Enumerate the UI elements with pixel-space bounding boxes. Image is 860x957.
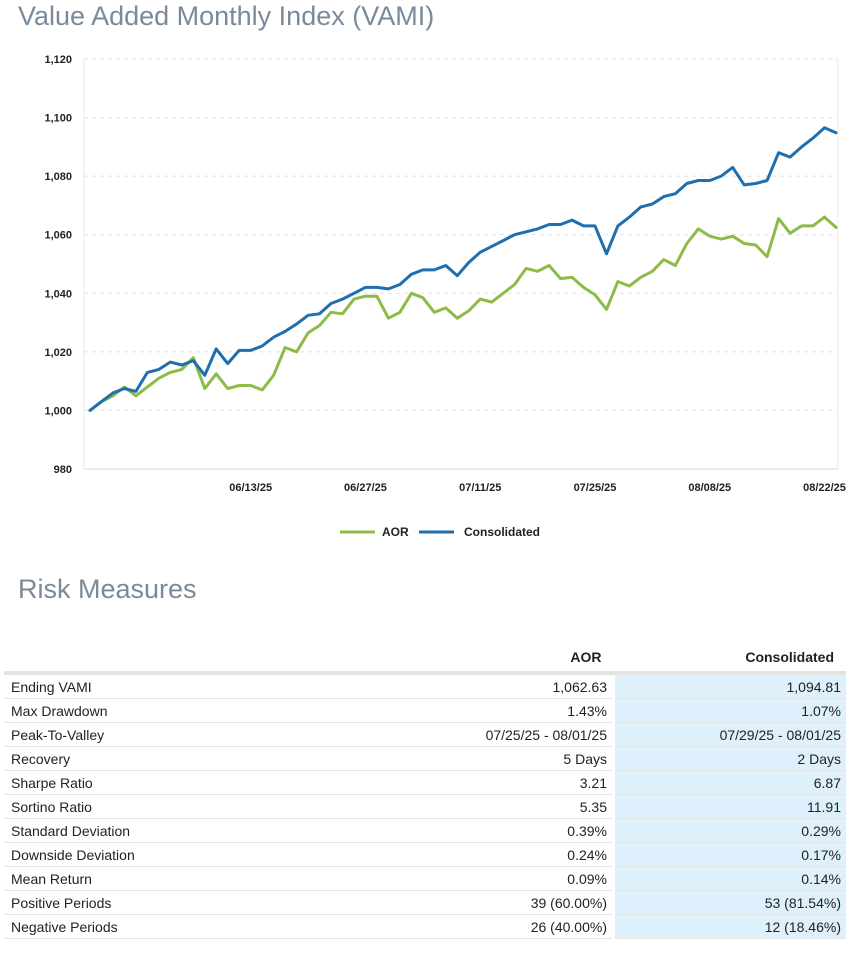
series-line-aor	[88, 215, 838, 412]
consolidated-value: 07/29/25 - 08/01/25	[612, 722, 846, 747]
consolidated-value: 12 (18.46%)	[612, 914, 846, 939]
table-row: Max Drawdown 1.43% 1.07%	[4, 698, 846, 723]
table-row: Negative Periods 26 (40.00%) 12 (18.46%)	[4, 914, 846, 939]
consolidated-value: 0.29%	[612, 818, 846, 843]
header-blank	[4, 643, 376, 673]
header-aor: AOR	[570, 649, 602, 665]
legend-label-aor: AOR	[382, 525, 409, 539]
table-row: Recovery 5 Days 2 Days	[4, 746, 846, 771]
metric-label: Max Drawdown	[4, 698, 376, 723]
y-tick-label: 1,080	[44, 171, 72, 183]
table-row: Positive Periods 39 (60.00%) 53 (81.54%)	[4, 890, 846, 915]
table-row: Peak-To-Valley 07/25/25 - 08/01/25 07/29/2…	[4, 722, 846, 747]
aor-value: 5.35	[375, 794, 614, 819]
aor-value: 39 (60.00%)	[375, 890, 614, 915]
consolidated-value: 11.91	[612, 794, 846, 819]
aor-value: 1,062.63	[375, 673, 614, 699]
metric-label: Sharpe Ratio	[4, 770, 376, 795]
y-tick-label: 1,100	[44, 113, 72, 125]
aor-value: 3.21	[375, 770, 614, 795]
y-tick-label: 1,000	[44, 405, 72, 417]
risk-table-header: AOR Consolidated	[4, 643, 846, 673]
metric-label: Sortino Ratio	[4, 794, 376, 819]
table-row: Downside Deviation 0.24% 0.17%	[4, 842, 846, 867]
x-tick-label: 08/08/25	[688, 482, 731, 494]
metric-label: Positive Periods	[4, 890, 376, 915]
vami-title: Value Added Monthly Index (VAMI)	[18, 1, 435, 31]
table-row: Sharpe Ratio 3.21 6.87	[4, 770, 846, 795]
aor-value: 0.24%	[375, 842, 614, 867]
consolidated-value: 6.87	[612, 770, 846, 795]
risk-measures-title: Risk Measures	[18, 574, 197, 604]
aor-value: 0.39%	[375, 818, 614, 843]
risk-measures-table: AOR Consolidated Ending VAMI 1,062.63 1,09…	[4, 643, 846, 939]
metric-label: Standard Deviation	[4, 818, 376, 843]
aor-value: 1.43%	[375, 698, 614, 723]
x-tick-label: 06/13/25	[229, 482, 272, 494]
aor-value: 5 Days	[375, 746, 614, 771]
table-row: Standard Deviation 0.39% 0.29%	[4, 818, 846, 843]
vami-chart: 1,120 1,100 1,080 1,060 1,040 1,020 1,000 980 06…	[44, 54, 846, 539]
consolidated-value: 0.17%	[612, 842, 846, 867]
aor-value: 0.09%	[375, 866, 614, 891]
table-row: Mean Return 0.09% 0.14%	[4, 866, 846, 891]
aor-value: 26 (40.00%)	[375, 914, 614, 939]
aor-value: 07/25/25 - 08/01/25	[375, 722, 614, 747]
table-row: Sortino Ratio 5.35 11.91	[4, 794, 846, 819]
metric-label: Recovery	[4, 746, 376, 771]
table-row: Ending VAMI 1,062.63 1,094.81	[4, 673, 846, 699]
consolidated-value: 1,094.81	[612, 673, 846, 699]
metric-label: Ending VAMI	[4, 673, 376, 699]
y-tick-label: 980	[54, 464, 72, 476]
x-tick-label: 08/22/25	[803, 482, 846, 494]
x-tick-label: 07/25/25	[574, 482, 617, 494]
legend-label-consolidated: Consolidated	[464, 525, 540, 539]
consolidated-value: 53 (81.54%)	[612, 890, 846, 915]
consolidated-value: 1.07%	[612, 698, 846, 723]
metric-label: Downside Deviation	[4, 842, 376, 867]
y-tick-label: 1,060	[44, 230, 72, 242]
x-tick-label: 07/11/25	[459, 482, 501, 494]
consolidated-value: 0.14%	[612, 866, 846, 891]
header-consolidated: Consolidated	[745, 649, 834, 665]
consolidated-value: 2 Days	[612, 746, 846, 771]
y-tick-label: 1,120	[44, 54, 72, 66]
y-tick-label: 1,020	[44, 347, 72, 359]
y-tick-label: 1,040	[44, 288, 72, 300]
series-line-consolidated	[88, 126, 838, 412]
metric-label: Peak-To-Valley	[4, 722, 376, 747]
metric-label: Negative Periods	[4, 914, 376, 939]
x-tick-label: 06/27/25	[344, 482, 387, 494]
metric-label: Mean Return	[4, 866, 376, 891]
